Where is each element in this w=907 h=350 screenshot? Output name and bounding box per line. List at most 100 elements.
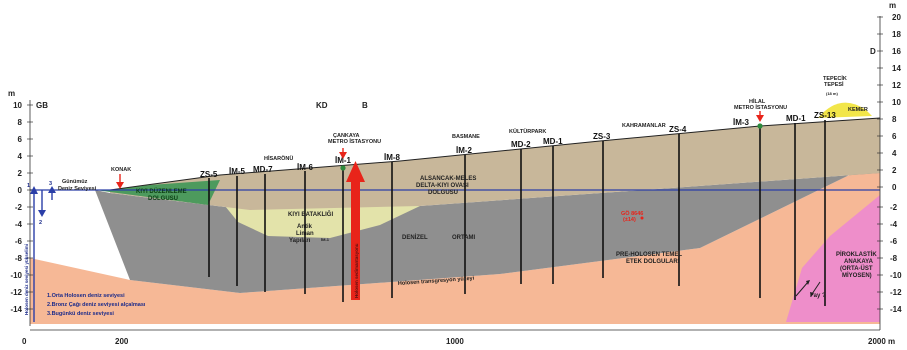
bottom-axis: 0 200 1000 2000 m	[22, 329, 895, 346]
legend-line-2: 2.Bronz Çağı deniz seviyesi alçalması	[47, 302, 146, 308]
coastal-fill	[95, 180, 220, 205]
holocene-sedimentation-arrow: Holosen sedimantasyonu	[346, 161, 365, 300]
unit-alsancak: ALSANCAK-MELES DELTA-KIYI OVASI DOLGUSU	[416, 176, 476, 196]
legend-line-3: 3.Bugünkü deniz seviyesi	[47, 311, 114, 317]
place-kahramanlar: KAHRAMANLAR	[622, 123, 666, 129]
tepecik-hill	[818, 102, 872, 118]
right-tick-label: 20	[892, 13, 901, 22]
holocene-rise-label: Holosen deniz seviyesi yükselimi	[24, 244, 29, 315]
unit-ortami: ORTAMI	[452, 235, 476, 241]
direction-d: D	[870, 47, 876, 56]
right-tick-label: -6	[890, 237, 898, 246]
unit-pre-holosen: PRE-HOLOSEN TEMEL ETEK DOLGULARI	[616, 252, 682, 265]
right-tick-label: -8	[890, 254, 898, 263]
right-tick-label: -14	[890, 305, 902, 314]
sea-level-2: 2	[39, 220, 42, 226]
label-im2: İM-2	[456, 146, 473, 155]
sea-level-3: 3	[49, 181, 52, 187]
pyroclastic-bedrock	[786, 195, 880, 322]
left-tick-label: -4	[15, 220, 23, 229]
place-kemer: KEMER	[848, 107, 868, 113]
label-md2: MD-2	[511, 140, 531, 149]
label-zs13: ZS-13	[814, 111, 836, 120]
current-sea-level-label: Günümüz Deniz Seviyesi	[58, 179, 97, 192]
right-tick-label: 0	[892, 183, 897, 192]
place-hisaronu: HİSARÖNÜ	[264, 155, 293, 162]
label-im6: İM-6	[297, 163, 314, 172]
marine-sediments	[95, 160, 880, 293]
right-tick-label: -10	[890, 271, 902, 280]
legend: 1.Orta Holosen deniz seviyesi 2.Bronz Ça…	[47, 293, 146, 317]
right-tick-label: -2	[890, 203, 898, 212]
go-date-marker	[640, 216, 644, 220]
x-tick-1000: 1000	[446, 337, 464, 346]
label-zs4: ZS-4	[669, 125, 687, 134]
sea-level-arrows	[30, 186, 56, 322]
transgression-surface-label: Holosen transgresyon yüzeyi	[398, 276, 475, 287]
place-cankaya: ÇANKAYA METRO İSTASYONU	[328, 133, 381, 145]
label-zs3: ZS-3	[593, 132, 611, 141]
x-tick-0: 0	[22, 337, 27, 346]
cankaya-arrow	[339, 148, 347, 159]
left-tick-label: 2	[18, 169, 23, 178]
legend-line-1: 1.Orta Holosen deniz seviyesi	[47, 293, 125, 299]
label-md7: MD-7	[253, 165, 273, 174]
label-im8: İM-8	[384, 153, 401, 162]
right-tick-label: 2	[892, 166, 897, 175]
left-tick-label: -6	[15, 237, 23, 246]
left-tick-label: 0	[18, 186, 23, 195]
delta-plain-fill	[110, 118, 880, 210]
hilal-station-dot	[757, 123, 763, 129]
right-tick-label: 4	[892, 149, 897, 158]
unit-kiyi-duzenleme: KIYI DÜZENLEME DOLGUSU	[136, 188, 187, 202]
go-date-label: GÖ 8646 (±14)	[621, 210, 643, 223]
left-tick-label: 10	[13, 101, 22, 110]
tepecik-height: (18 m)	[826, 91, 838, 96]
right-tick-label: 14	[892, 64, 901, 73]
label-im3: İM-3	[733, 118, 750, 127]
label-md1a: MD-1	[543, 137, 563, 146]
sea-level-1: 1	[27, 183, 30, 189]
pre-holocene-basement	[30, 160, 880, 324]
left-tick-label: 6	[18, 135, 23, 144]
place-kulturpark: KÜLTÜRPARK	[509, 128, 546, 135]
direction-gb: GB	[36, 101, 48, 110]
right-tick-label: 10	[892, 98, 901, 107]
left-tick-label: -12	[10, 288, 22, 297]
direction-kd: KD	[316, 101, 328, 110]
fault-arrows	[795, 280, 821, 297]
left-axis: m 10 8 6 4 2 0 -2 -4 -6 -8 -10 -12 -14	[8, 89, 33, 326]
borehole-labels: ZS-5 İM-5 MD-7 İM-6 İM-1 İM-8 İM-2 MD-2 …	[200, 111, 836, 179]
label-zs5: ZS-5	[200, 170, 218, 179]
unit-piroklastik: PİROKLASTİK ANAKAYA (ORTA-ÜST MİYOSEN)	[836, 251, 877, 279]
right-tick-label: 18	[892, 30, 901, 39]
right-tick-label: -12	[890, 288, 902, 297]
left-tick-label: -8	[15, 254, 23, 263]
right-tick-label: 8	[892, 115, 897, 124]
cankaya-station-dot	[340, 165, 346, 171]
unit-antik-liman: Antik Liman Yapıları	[289, 224, 314, 244]
fault-label: Fay ?	[810, 293, 826, 299]
x-tick-2000: 2000 m	[868, 337, 895, 346]
left-tick-label: -14	[10, 305, 22, 314]
hilal-arrow	[756, 111, 764, 122]
label-im1: İM-1	[335, 156, 352, 165]
right-tick-label: 12	[892, 81, 901, 90]
place-basmane: BASMANE	[452, 134, 480, 140]
place-konak: KONAK	[111, 167, 131, 173]
left-tick-label: -2	[15, 203, 23, 212]
left-axis-unit: m	[8, 89, 15, 98]
antik-liman-code: İM-1	[321, 237, 330, 242]
unit-denizel: DENİZEL	[402, 234, 428, 241]
right-axis-unit: m	[889, 1, 896, 10]
holocene-sedimentation-label: Holosen sedimantasyonu	[354, 243, 359, 298]
marsh-deposits	[225, 206, 420, 238]
boreholes	[208, 120, 826, 306]
direction-b: B	[362, 101, 368, 110]
konak-arrow	[116, 174, 124, 189]
left-tick-label: -10	[10, 271, 22, 280]
place-tepecik: TEPECİK TEPESİ	[823, 75, 847, 88]
left-tick-label: 4	[18, 152, 23, 161]
